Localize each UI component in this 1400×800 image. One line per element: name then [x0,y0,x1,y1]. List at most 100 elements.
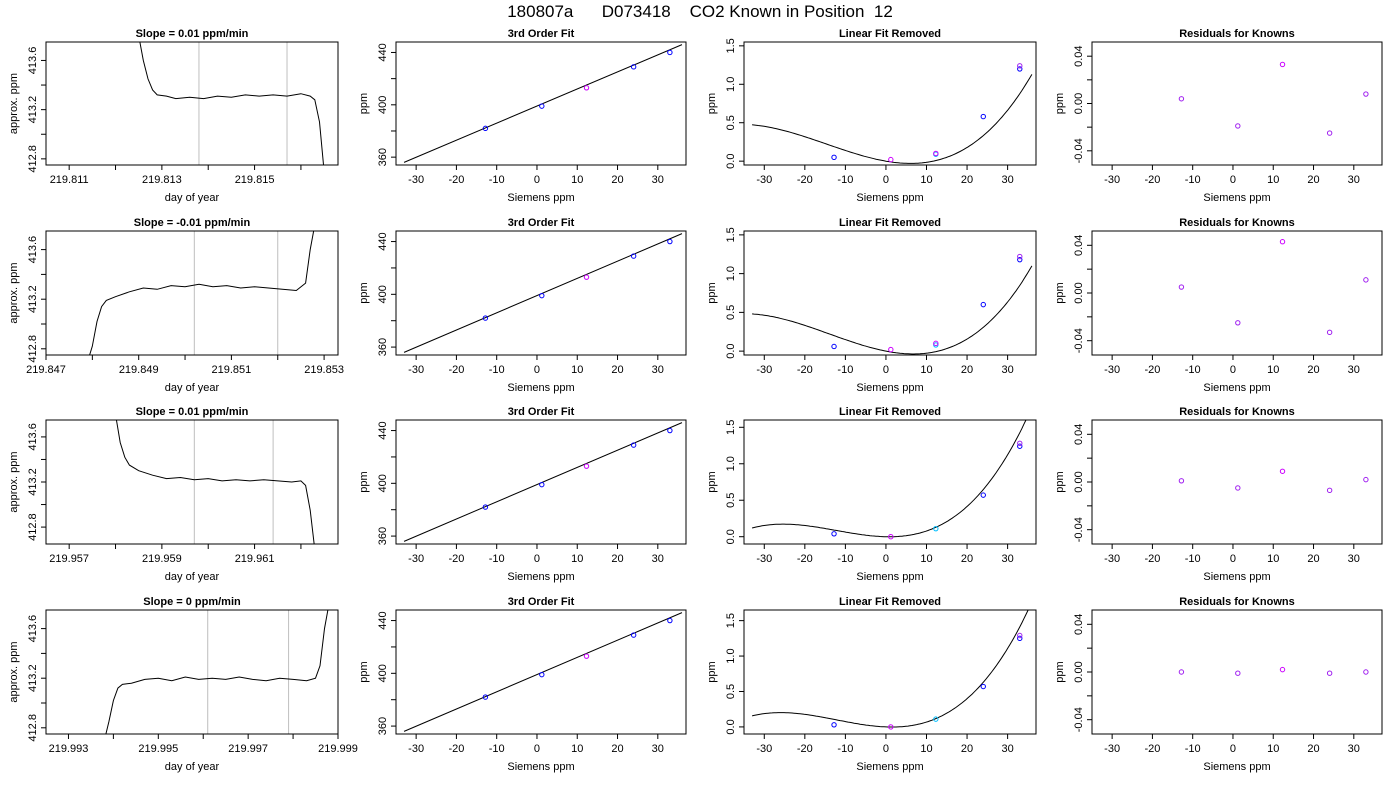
y-tick-label: 0.5 [725,493,737,508]
data-point [1279,61,1286,68]
x-tick-label: 219.995 [138,743,178,755]
x-tick-label: 10 [1267,553,1279,565]
x-tick-label: -30 [756,174,772,186]
x-tick-label: -30 [408,364,424,376]
x-tick-label: -10 [489,553,505,565]
y-axis-label: approx. ppm [8,451,20,512]
data-point [1235,320,1241,326]
panel-title: Residuals for Knowns [1179,217,1295,229]
x-tick-label: -20 [448,364,464,376]
y-tick-label: 360 [377,717,389,735]
x-axis-label: Siemens ppm [1203,382,1270,394]
x-tick-label: -10 [1185,553,1201,565]
x-tick-label: -10 [489,364,505,376]
y-axis-label: approx. ppm [8,641,20,702]
data-point [667,427,673,434]
data-point [1363,277,1369,283]
y-tick-label: 413.2 [27,285,39,313]
page-title: 180807a D073418 CO2 Known in Position 12 [507,2,893,21]
x-axis-label: Siemens ppm [507,382,574,394]
x-tick-label: 0 [534,364,540,376]
data-point [831,531,837,537]
y-tick-label: 0.00 [1073,471,1085,492]
x-tick-label: -10 [837,174,853,186]
plot-frame [395,41,687,166]
x-tick-label: -10 [1185,364,1201,376]
y-tick-label: -0.04 [1073,707,1085,732]
plot-area [89,231,315,355]
y-tick-label: 413.2 [27,664,39,692]
y-tick-label: 400 [377,664,389,682]
x-tick-label: 219.813 [142,174,182,186]
x-tick-label: 219.999 [318,743,358,755]
x-tick-label: 219.961 [235,553,275,565]
plot-frame [743,419,1037,545]
y-tick-label: 440 [377,43,389,61]
plot-area [139,42,325,165]
x-tick-label: -20 [1144,174,1160,186]
y-tick-label: 413.6 [27,47,39,75]
x-tick-label: -10 [837,743,853,755]
data-point [1235,485,1241,491]
data-point [1363,476,1369,483]
plot-area [105,610,329,734]
y-axis-label: ppm [358,93,370,114]
plot-area [1178,468,1369,494]
x-tick-label: -10 [1185,174,1201,186]
y-tick-label: 440 [377,611,389,629]
x-tick-label: 0 [1230,743,1236,755]
x-tick-label: 30 [652,553,664,565]
y-tick-label: 440 [377,232,389,250]
data-point [1017,253,1023,260]
y-axis-label: ppm [358,282,370,303]
data-point [630,632,637,638]
panel-title: Slope = 0.01 ppm/min [136,406,249,418]
data-point [583,463,590,469]
panel-4-2: 3rd Order Fit -30 -20 -10 0 10 20 30 360 400 440 Si… [358,596,687,773]
panel-2-3: Linear Fit Removed -30 -20 -10 0 10 20 30 0.0 0.5… [706,217,1037,394]
x-tick-label: 219.815 [235,174,275,186]
x-tick-label: 10 [1267,364,1279,376]
x-tick-label: -10 [489,743,505,755]
data-point [583,85,590,91]
y-tick-label: 1.0 [725,648,737,663]
data-point [1235,670,1241,676]
x-tick-label: -20 [1144,364,1160,376]
x-tick-label: 0 [883,743,889,755]
plot-frame [395,609,687,735]
y-tick-label: 412.8 [27,335,39,363]
data-point [1326,670,1333,676]
x-axis-label: Siemens ppm [507,192,574,204]
x-tick-label: 10 [920,743,932,755]
x-tick-label: -10 [837,364,853,376]
x-tick-label: 20 [1307,553,1319,565]
plot-area [1178,666,1369,676]
data-point [980,492,986,498]
panel-2-1: Slope = -0.01 ppm/min 219.847 219.849 219.8… [8,217,344,394]
x-tick-label: -30 [408,743,424,755]
panel-title: Slope = 0.01 ppm/min [136,28,249,40]
panel-4-4: Residuals for Knowns -30 -20 -10 0 10 20 30 -0.0… [1054,596,1383,773]
plot-area [751,610,1029,730]
fit-line [403,233,683,353]
data-point [1017,256,1023,263]
x-tick-label: 20 [961,743,973,755]
plot-frame [743,41,1037,166]
plot-area [752,63,1033,164]
panel-2-2: 3rd Order Fit -30 -20 -10 0 10 20 30 360 400 440 Si… [358,217,687,394]
x-tick-label: 0 [883,553,889,565]
data-point [933,340,939,347]
data-point [482,315,489,321]
y-tick-label: 413.6 [27,423,39,451]
x-tick-label: -10 [1185,743,1201,755]
y-tick-label: 0.00 [1073,661,1085,682]
x-tick-label: 10 [571,553,583,565]
data-point [1017,66,1023,72]
x-tick-label: 30 [652,743,664,755]
y-tick-label: 0.04 [1073,614,1085,635]
panel-title: Linear Fit Removed [839,217,941,229]
y-tick-label: -0.04 [1073,138,1085,163]
plot-area [1178,239,1369,336]
x-tick-label: 10 [1267,174,1279,186]
x-tick-label: 30 [1001,364,1013,376]
